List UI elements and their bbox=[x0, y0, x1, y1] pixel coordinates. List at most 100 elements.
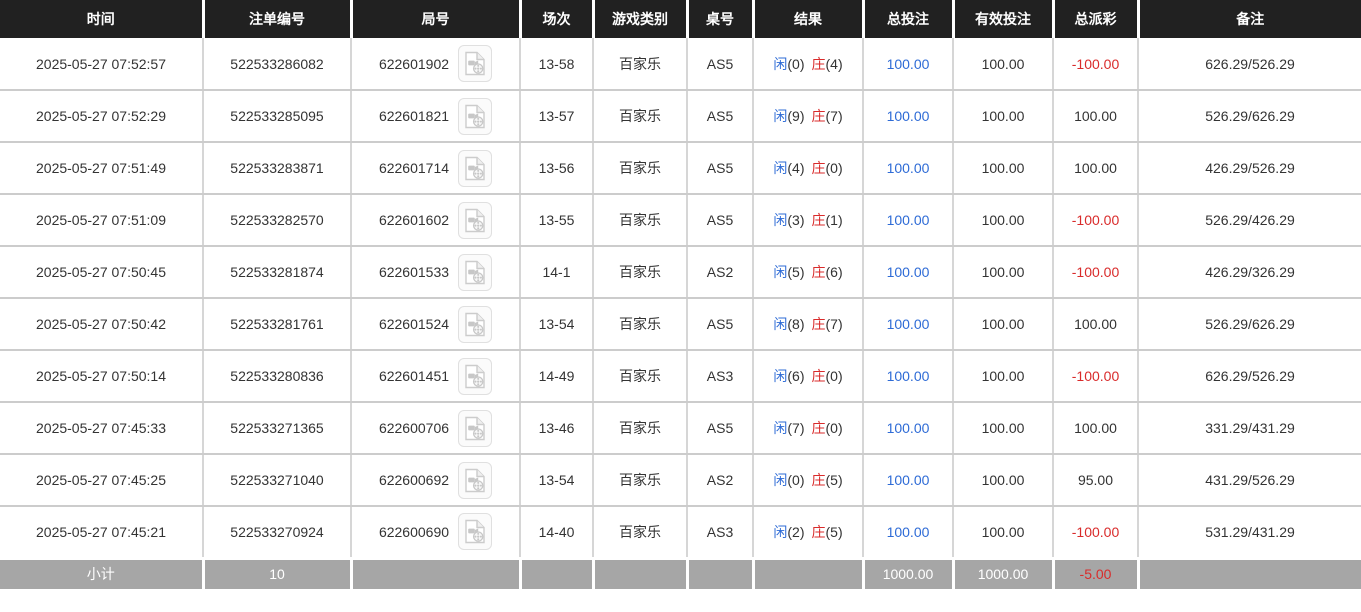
cell-game-type: 百家乐 bbox=[592, 454, 687, 507]
total-bet-link[interactable]: 100.00 bbox=[886, 160, 930, 176]
cell-total-bet: 100.00 bbox=[862, 90, 953, 143]
total-bet-link[interactable]: 100.00 bbox=[886, 55, 930, 72]
cell-round: 622601821 bbox=[350, 90, 520, 143]
total-bet-link[interactable]: 100.00 bbox=[886, 264, 930, 280]
table-row: 2025-05-27 07:45:33 522533271365 6226007… bbox=[0, 402, 1361, 455]
cell-payout: 100.00 bbox=[1052, 402, 1138, 455]
video-replay-button[interactable] bbox=[458, 305, 493, 343]
cell-session: 13-54 bbox=[519, 454, 593, 507]
cell-total-bet: 100.00 bbox=[862, 142, 953, 195]
cell-round: 622600706 bbox=[350, 402, 520, 455]
subtotal-empty-result bbox=[751, 556, 863, 589]
cell-remark: 526.29/626.29 bbox=[1137, 90, 1361, 143]
cell-total-bet: 100.00 bbox=[862, 298, 953, 351]
subtotal-empty-remark bbox=[1136, 556, 1361, 589]
cell-session: 14-49 bbox=[519, 350, 593, 403]
total-bet-link[interactable]: 100.00 bbox=[886, 212, 930, 228]
player-result-label: 闲 bbox=[773, 108, 788, 124]
video-document-icon bbox=[465, 208, 485, 232]
total-bet-link[interactable]: 100.00 bbox=[886, 108, 930, 124]
cell-result: 闲(0) 庄(5) bbox=[752, 454, 863, 507]
cell-valid-bet: 100.00 bbox=[952, 298, 1053, 351]
subtotal-payout: -5.00 bbox=[1051, 556, 1138, 589]
video-replay-button[interactable] bbox=[458, 513, 493, 551]
cell-valid-bet: 100.00 bbox=[952, 350, 1053, 403]
cell-session: 13-54 bbox=[519, 298, 593, 351]
video-replay-button[interactable] bbox=[458, 357, 493, 395]
cell-table-no: AS5 bbox=[686, 142, 753, 195]
col-header-payout: 总派彩 bbox=[1051, 0, 1138, 38]
cell-total-bet: 100.00 bbox=[862, 350, 953, 403]
cell-table-no: AS5 bbox=[686, 90, 753, 143]
video-replay-button[interactable] bbox=[458, 97, 493, 135]
banker-result-points: (7) bbox=[825, 108, 843, 124]
cell-round: 622601533 bbox=[350, 246, 520, 299]
col-header-session: 场次 bbox=[518, 0, 593, 38]
subtotal-row: 小计 10 1000.00 1000.00 -5.00 bbox=[0, 556, 1361, 589]
cell-session: 14-1 bbox=[519, 246, 593, 299]
cell-time: 2025-05-27 07:50:14 bbox=[0, 350, 203, 403]
banker-result-label: 庄 bbox=[811, 420, 826, 436]
cell-remark: 526.29/426.29 bbox=[1137, 194, 1361, 247]
table-row: 2025-05-27 07:51:09 522533282570 6226016… bbox=[0, 194, 1361, 247]
total-bet-link[interactable]: 100.00 bbox=[886, 368, 930, 384]
banker-result-points: (6) bbox=[825, 264, 843, 280]
cell-session: 14-40 bbox=[519, 506, 593, 559]
cell-game-type: 百家乐 bbox=[592, 142, 687, 195]
player-result-label: 闲 bbox=[773, 472, 788, 488]
cell-result: 闲(2) 庄(5) bbox=[752, 506, 863, 559]
cell-remark: 626.29/526.29 bbox=[1137, 38, 1361, 91]
total-bet-link[interactable]: 100.00 bbox=[886, 420, 930, 436]
table-row: 2025-05-27 07:50:42 522533281761 6226015… bbox=[0, 298, 1361, 351]
subtotal-empty-game-type bbox=[591, 556, 687, 589]
player-result-label: 闲 bbox=[773, 316, 788, 332]
cell-game-type: 百家乐 bbox=[592, 38, 687, 91]
total-bet-link[interactable]: 100.00 bbox=[886, 472, 930, 488]
subtotal-valid-bet: 1000.00 bbox=[951, 556, 1053, 589]
video-replay-button[interactable] bbox=[458, 253, 493, 291]
video-document-icon bbox=[465, 156, 485, 180]
table-header: 时间 注单编号 局号 场次 游戏类别 桌号 结果 总投注 有效投注 总派彩 备注 bbox=[0, 0, 1361, 38]
video-replay-button[interactable] bbox=[458, 201, 493, 239]
cell-payout: 100.00 bbox=[1052, 142, 1138, 195]
cell-round: 622601602 bbox=[350, 194, 520, 247]
col-header-result: 结果 bbox=[751, 0, 863, 38]
cell-payout: 95.00 bbox=[1052, 454, 1138, 507]
table-row: 2025-05-27 07:51:49 522533283871 6226017… bbox=[0, 142, 1361, 195]
subtotal-empty-session bbox=[518, 556, 593, 589]
player-result-points: (4) bbox=[787, 160, 805, 176]
cell-time: 2025-05-27 07:45:25 bbox=[0, 454, 203, 507]
cell-bet-id: 522533282570 bbox=[202, 194, 351, 247]
video-replay-button[interactable] bbox=[458, 409, 493, 447]
subtotal-empty-table-no bbox=[685, 556, 753, 589]
cell-payout: -100.00 bbox=[1052, 350, 1138, 403]
cell-round: 622601902 bbox=[350, 38, 520, 91]
cell-table-no: AS2 bbox=[686, 454, 753, 507]
cell-result: 闲(9) 庄(7) bbox=[752, 90, 863, 143]
cell-result: 闲(3) 庄(1) bbox=[752, 194, 863, 247]
banker-result-label: 庄 bbox=[811, 368, 826, 384]
cell-time: 2025-05-27 07:51:49 bbox=[0, 142, 203, 195]
total-bet-link[interactable]: 100.00 bbox=[886, 523, 930, 540]
cell-total-bet: 100.00 bbox=[862, 402, 953, 455]
banker-result-label: 庄 bbox=[811, 472, 826, 488]
player-result-label: 闲 bbox=[773, 523, 788, 540]
player-result-label: 闲 bbox=[773, 212, 788, 228]
player-result-points: (9) bbox=[787, 108, 805, 124]
cell-bet-id: 522533271040 bbox=[202, 454, 351, 507]
cell-total-bet: 100.00 bbox=[862, 246, 953, 299]
cell-game-type: 百家乐 bbox=[592, 298, 687, 351]
video-replay-button[interactable] bbox=[458, 149, 493, 187]
player-result-points: (8) bbox=[787, 316, 805, 332]
video-replay-button[interactable] bbox=[458, 45, 493, 82]
total-bet-link[interactable]: 100.00 bbox=[886, 316, 930, 332]
cell-bet-id: 522533271365 bbox=[202, 402, 351, 455]
header-row: 时间 注单编号 局号 场次 游戏类别 桌号 结果 总投注 有效投注 总派彩 备注 bbox=[0, 0, 1361, 38]
video-replay-button[interactable] bbox=[458, 461, 493, 499]
banker-result-points: (0) bbox=[825, 160, 843, 176]
cell-table-no: AS3 bbox=[686, 350, 753, 403]
banker-result-points: (1) bbox=[825, 212, 843, 228]
cell-valid-bet: 100.00 bbox=[952, 90, 1053, 143]
video-document-icon bbox=[465, 104, 485, 128]
cell-result: 闲(8) 庄(7) bbox=[752, 298, 863, 351]
